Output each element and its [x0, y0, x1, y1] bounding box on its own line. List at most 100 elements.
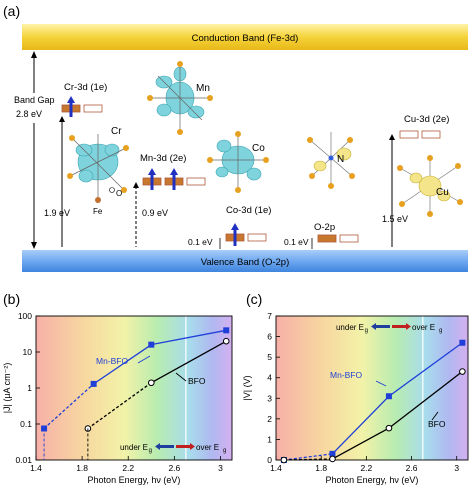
mn-bfo-segment: [332, 395, 390, 455]
cu-energy-arrow-head: [389, 134, 395, 140]
y-tick-label: 1: [267, 434, 272, 444]
mn-energy-label: 0.9 eV: [142, 208, 168, 218]
y-tick-label: 2: [267, 414, 272, 424]
y-tick-label: 0.1: [20, 419, 32, 429]
over-eg-arrow-head: [406, 323, 411, 330]
plot-frame: [275, 315, 469, 461]
bfo-point: [280, 456, 288, 464]
x-axis-label: Photon Energy, hν (eV): [326, 475, 419, 485]
cr-level-empty: [83, 104, 103, 113]
mn-spin-arrow-2-head: [170, 168, 178, 175]
x-tick-label: 1.8: [76, 463, 88, 473]
y-tick-label: 100: [18, 311, 32, 321]
mn-bfo-point: [223, 327, 230, 334]
y-tick-label: 0: [267, 455, 272, 465]
y-axis-label: |J| (μA cm⁻²): [2, 363, 12, 414]
band-gap-arrow-top: [31, 51, 37, 58]
over-eg-arrow: [176, 445, 190, 448]
cr-energy-arrow-head: [59, 116, 65, 122]
n-atom-label: N: [337, 154, 344, 165]
over-eg-arrow: [392, 325, 406, 328]
band-gap-arrow-bottom: [31, 242, 37, 249]
co-atom-label: Co: [252, 143, 265, 154]
cr-cluster: [67, 134, 129, 203]
x-tick-label: 2.2: [360, 463, 372, 473]
mn-bfo-point: [459, 339, 466, 346]
x-tick-label: 2.6: [406, 463, 418, 473]
mn-cluster: [147, 61, 213, 135]
under-eg-arrow: [376, 325, 390, 328]
o-atom-label: O: [116, 189, 122, 198]
conduction-band-label: Conduction Band (Fe-3d): [192, 33, 299, 44]
under-eg-arrow-head: [155, 443, 160, 450]
valence-band: [22, 250, 468, 272]
x-tick-label: 1.4: [270, 463, 282, 473]
mn-bfo-point: [329, 450, 336, 457]
y-tick-label: 10: [23, 347, 33, 357]
x-tick-label: 3: [454, 463, 459, 473]
mn-bfo-segment: [388, 342, 463, 397]
co-energy-label: 0.1 eV: [188, 237, 213, 247]
mn-bfo-point: [90, 380, 97, 387]
x-tick-label: 1.8: [315, 463, 327, 473]
x-tick-label: 2.6: [168, 463, 180, 473]
mn-level-label: Mn-3d (2e): [140, 153, 186, 164]
cu-atom-label: Cu: [436, 187, 449, 198]
band-gap-label-line2: 2.8 eV: [16, 109, 42, 119]
bfo-point: [385, 424, 393, 432]
cr-energy-label: 1.9 eV: [44, 208, 70, 218]
mn-level-empty: [186, 177, 206, 186]
valence-band-label: Valence Band (O-2p): [201, 257, 290, 268]
cr-level-label: Cr-3d (1e): [64, 82, 107, 93]
under-eg-label: under E: [336, 323, 364, 332]
mn-bfo-label: Mn-BFO: [330, 370, 363, 380]
co-level-empty: [247, 233, 267, 242]
mn-bfo-segment: [93, 344, 152, 385]
mn-energy-arrow-head: [133, 182, 139, 188]
y-tick-label: 7: [267, 311, 272, 321]
bfo-label-pointer: [431, 411, 439, 421]
o-level-filled-1: [317, 234, 337, 243]
mn-atom-label: Mn: [196, 83, 210, 94]
bfo-label: BFO: [188, 376, 206, 386]
under-eg-subscript: g: [365, 328, 368, 334]
cu-cluster: [397, 155, 463, 217]
y-tick-label: 4: [267, 373, 272, 383]
cu-energy-label: 1.5 eV: [382, 214, 408, 224]
bfo-label-pointer: [175, 372, 187, 382]
chart-c: 0 1 2 3 4 5 6 7 1.4 1.8 2.2 2.6 3 Photon Energy, hν (…: [242, 311, 469, 485]
over-eg-label: over E: [196, 443, 219, 452]
y-tick-label: 0.01: [15, 455, 32, 465]
y-tick-label: 1: [27, 383, 32, 393]
band-gap-label-line1: Band Gap: [14, 95, 55, 105]
co-cluster: [207, 131, 269, 193]
fe-atom-label: Fe: [93, 207, 103, 216]
bfo-point: [329, 455, 336, 463]
under-eg-subscript: g: [149, 448, 152, 454]
n-cluster: [307, 132, 355, 189]
under-eg-arrow-head: [371, 323, 376, 330]
mn-bfo-label-pointer: [137, 355, 151, 364]
mn-bfo-segment: [43, 383, 95, 429]
y-axis-label: |V| (V): [242, 375, 252, 400]
bfo-label: BFO: [428, 419, 446, 429]
co-spin-arrow-head: [231, 223, 239, 230]
cr-spin-arrow-head: [67, 96, 75, 103]
panel-a-label: (a): [3, 3, 20, 19]
over-eg-subscript: g: [439, 328, 442, 334]
mn-bfo-segment: [283, 453, 333, 461]
bfo-segment: [87, 382, 152, 430]
over-eg-arrow-head: [190, 443, 195, 450]
plot-background: [276, 316, 468, 460]
mn-bfo-point: [385, 393, 392, 400]
under-eg-label: under E: [120, 443, 148, 452]
cu-level-empty-1: [399, 130, 419, 139]
bfo-point: [222, 337, 230, 345]
bfo-point: [147, 379, 155, 387]
y-tick-label: 6: [267, 332, 272, 342]
co-level-label: Co-3d (1e): [226, 205, 271, 216]
bfo-segment: [283, 458, 333, 461]
bfo-segment: [332, 427, 390, 460]
